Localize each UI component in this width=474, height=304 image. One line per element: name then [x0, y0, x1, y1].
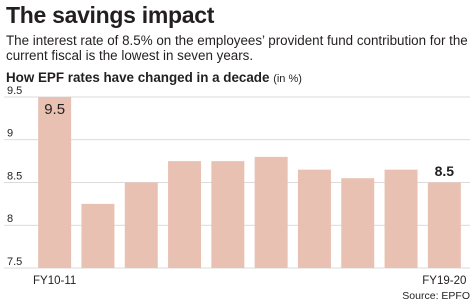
chart-title: How EPF rates have changed in a decade [6, 70, 270, 85]
y-tick-label: 8 [7, 213, 13, 225]
title: The savings impact [6, 2, 215, 28]
bar [38, 97, 72, 268]
x-tick-label: FY10-11 [33, 275, 76, 287]
source: Source: EPFO [402, 290, 470, 302]
unit: (in %) [273, 73, 302, 85]
chart-heading: How EPF rates have changed in a decade (… [6, 70, 302, 85]
bar [168, 161, 202, 268]
value-label: 9.5 [44, 101, 65, 118]
bar [297, 169, 331, 268]
subtitle: The interest rate of 8.5% on the employe… [6, 33, 468, 63]
bar [427, 182, 461, 268]
x-tick-label: FY19-20 [422, 275, 466, 287]
y-tick-label: 8.5 [7, 170, 22, 182]
bar [384, 169, 418, 268]
y-tick-label: 7.5 [7, 256, 22, 268]
bar [124, 182, 158, 268]
y-tick-label: 9 [7, 128, 13, 140]
bar [254, 156, 288, 268]
bar [81, 203, 115, 268]
bar [211, 161, 245, 268]
value-label: 8.5 [435, 163, 455, 179]
bar [341, 178, 375, 268]
y-tick-label: 9.5 [7, 85, 22, 97]
